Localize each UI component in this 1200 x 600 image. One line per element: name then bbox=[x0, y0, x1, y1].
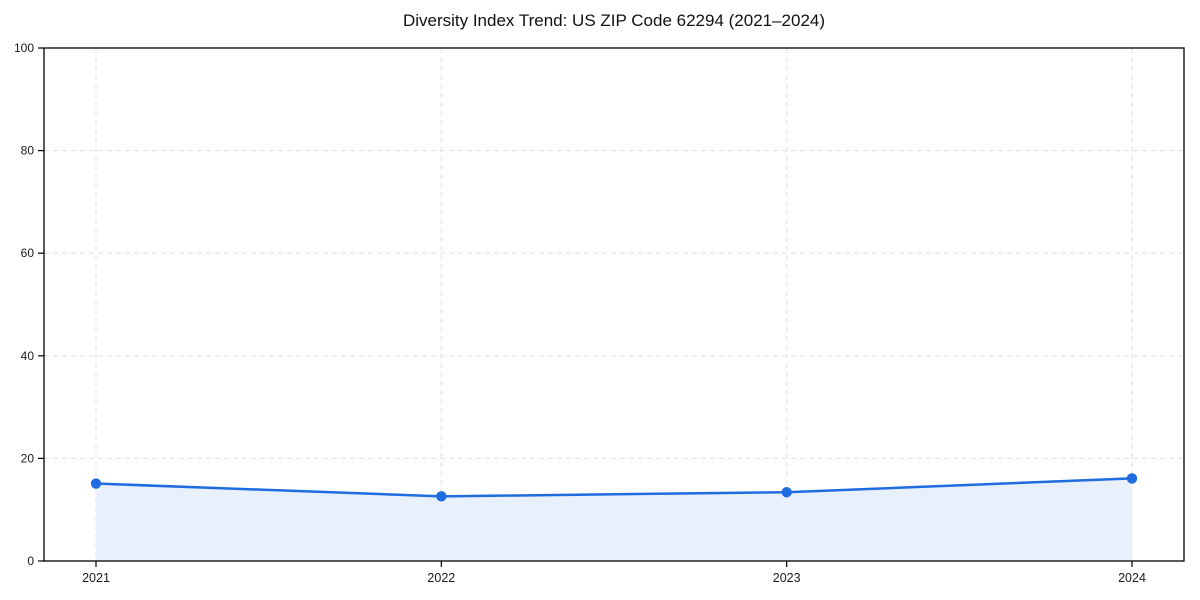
x-axis-tick-label: 2021 bbox=[82, 571, 110, 585]
data-point-marker bbox=[781, 487, 792, 498]
x-axis-tick-label: 2024 bbox=[1118, 571, 1146, 585]
plot-border bbox=[43, 47, 1185, 562]
y-axis-tick-label: 100 bbox=[14, 41, 34, 55]
y-axis-tick-label: 40 bbox=[21, 349, 35, 363]
chart-title: Diversity Index Trend: US ZIP Code 62294… bbox=[402, 11, 826, 30]
y-axis-tick-label: 60 bbox=[21, 246, 35, 260]
y-axis-tick-label: 0 bbox=[27, 554, 34, 568]
y-axis-tick-label: 80 bbox=[21, 144, 35, 158]
line-series bbox=[94, 477, 1134, 498]
data-point-marker bbox=[90, 478, 102, 489]
data-point-marker bbox=[1126, 473, 1138, 484]
x-axis-tick-label: 2023 bbox=[773, 571, 801, 585]
area-fill bbox=[96, 478, 1132, 561]
data-point-marker bbox=[436, 491, 447, 502]
y-axis-tick-label: 20 bbox=[21, 451, 35, 465]
x-axis-tick-label: 2022 bbox=[427, 571, 455, 585]
